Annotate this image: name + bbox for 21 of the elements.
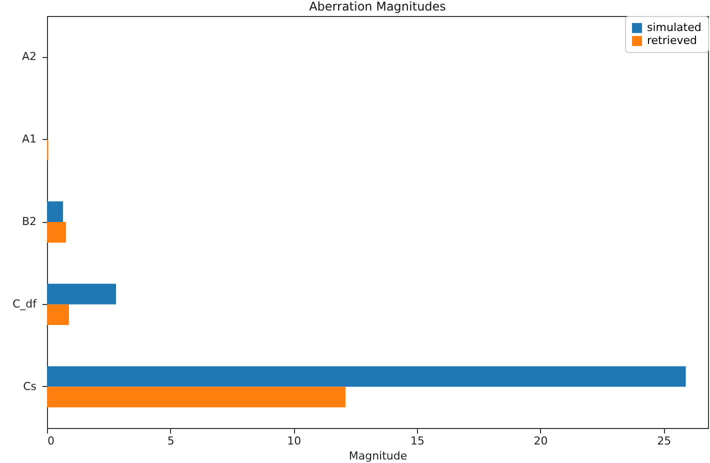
chart-title: Aberration Magnitudes	[309, 0, 446, 14]
x-tick-label: 20	[534, 434, 548, 448]
x-tick-label: 25	[657, 434, 672, 448]
x-tick-label: 0	[48, 434, 54, 448]
legend-label: retrieved	[647, 34, 697, 47]
legend-label: simulated	[647, 21, 702, 34]
y-tick-label: A2	[22, 50, 36, 64]
x-axis-title: Magnitude	[348, 450, 408, 462]
x-tick-label: 10	[287, 434, 302, 448]
y-tick-label: C_df	[12, 297, 38, 310]
bar	[47, 222, 66, 243]
bar	[47, 366, 686, 387]
y-tick-label: B2	[22, 215, 36, 228]
bar	[47, 201, 64, 222]
bar	[47, 386, 346, 408]
y-tick-label: A1	[22, 132, 36, 146]
x-tick-label: 15	[410, 434, 424, 448]
bar	[47, 304, 69, 325]
y-tick-label: Cs	[23, 380, 37, 393]
bar	[47, 284, 116, 304]
x-tick-label: 5	[167, 434, 174, 448]
